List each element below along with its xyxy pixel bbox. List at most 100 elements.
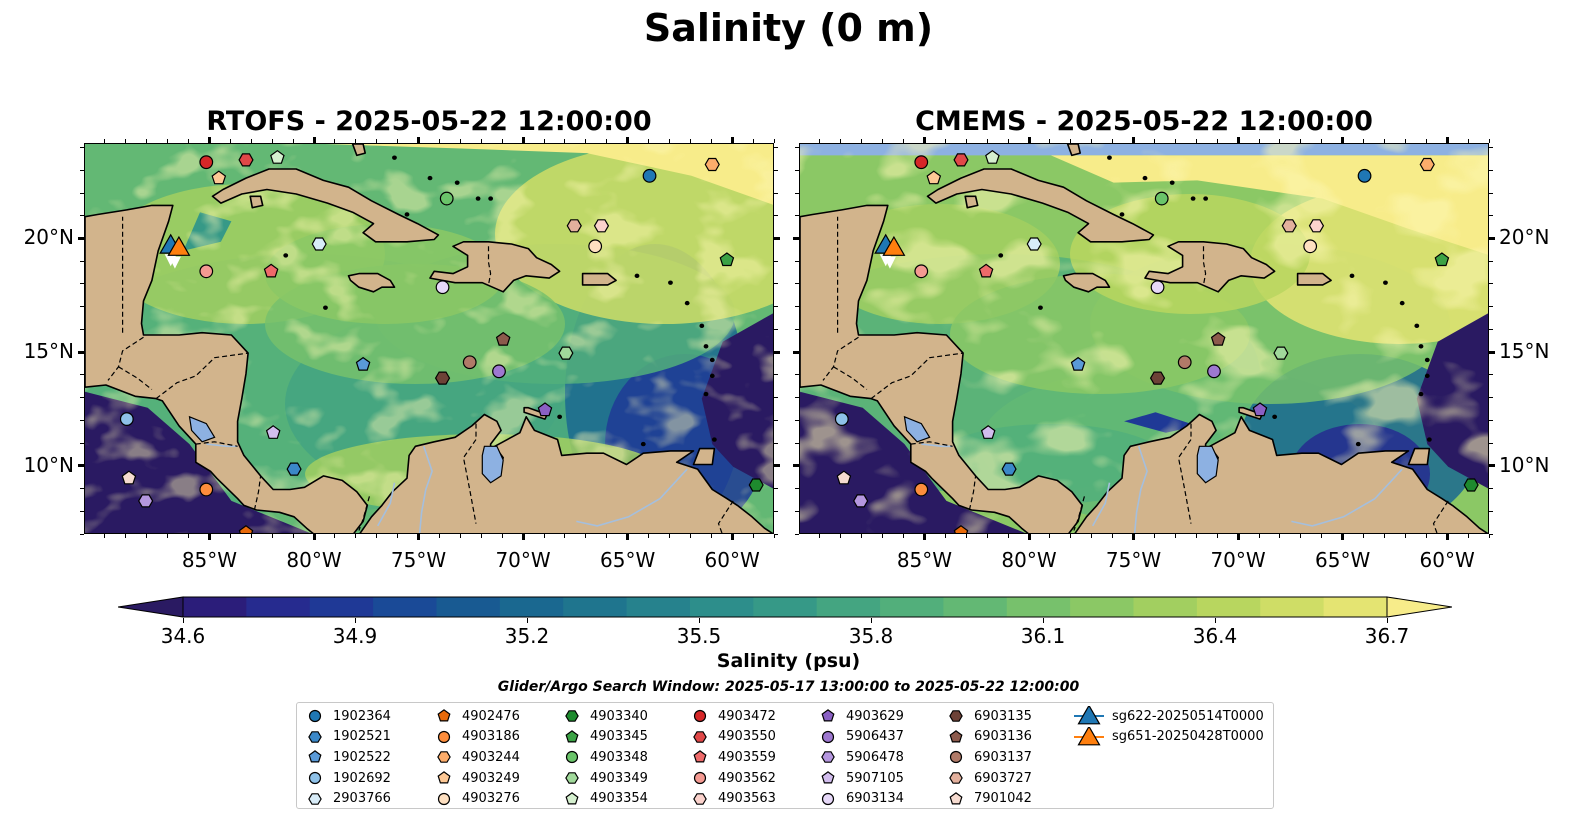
legend-label: 6903136 <box>974 729 1032 745</box>
float-5906437 <box>492 364 506 379</box>
minor-tick <box>923 534 925 538</box>
island-14 <box>404 212 410 217</box>
float-6903135 <box>434 371 451 385</box>
colorbar-segment <box>1070 597 1135 617</box>
minor-tick <box>774 283 778 285</box>
colorbar-extend-high <box>1386 596 1452 618</box>
minor-tick <box>167 139 169 143</box>
minor-tick <box>795 397 799 399</box>
float-1902364 <box>642 168 657 183</box>
float-1902522 <box>1070 356 1086 371</box>
colorbar-tick <box>526 618 528 623</box>
minor-tick <box>1404 139 1406 143</box>
colorbar-segment <box>1133 597 1198 617</box>
legend-marker-1902522 <box>308 750 322 763</box>
float-6903134 <box>1150 280 1165 295</box>
float-4903562 <box>914 264 929 279</box>
float-5907105 <box>265 425 281 439</box>
minor-tick <box>208 139 210 143</box>
minor-tick <box>80 260 84 262</box>
hispaniola-land <box>429 241 561 293</box>
border-4 <box>910 441 953 447</box>
lon-label-75W-cmems: 75°W <box>1105 548 1162 572</box>
minor-tick <box>1489 237 1493 239</box>
minor-tick <box>292 534 294 538</box>
float-5906478 <box>853 494 869 508</box>
minor-tick <box>1363 534 1365 538</box>
minor-tick <box>1425 139 1427 143</box>
float-1902521 <box>1001 462 1017 476</box>
legend-marker-4903559 <box>693 750 707 763</box>
minor-tick <box>1237 139 1239 143</box>
float-1902364 <box>1357 168 1372 183</box>
float-4903562 <box>199 264 214 279</box>
river-0 <box>1133 446 1148 533</box>
minor-tick <box>773 534 775 538</box>
minor-tick <box>1174 534 1176 538</box>
float-2903766 <box>311 237 327 251</box>
minor-tick <box>1404 534 1406 538</box>
glider-track-sg651-20250428T0000 <box>883 256 896 269</box>
legend-item-7901042: 7901042 <box>946 788 1032 809</box>
legend-marker-6903134 <box>821 792 835 805</box>
legend-column: 6903135 6903136 6903137 6903727 7901042 <box>946 706 1032 809</box>
minor-tick <box>1446 534 1448 538</box>
lake-maracaibo <box>1196 445 1219 484</box>
minor-tick <box>80 237 84 239</box>
minor-tick <box>80 533 84 535</box>
colorbar-segment <box>183 597 247 617</box>
legend-item-4903276: 4903276 <box>434 788 520 809</box>
colorbar-tick <box>698 618 700 623</box>
minor-tick <box>1195 534 1197 538</box>
minor-tick <box>80 215 84 217</box>
minor-tick <box>1489 169 1493 171</box>
border-1 <box>822 336 859 381</box>
island-2 <box>709 357 715 363</box>
legend-item-4903562: 4903562 <box>690 768 776 789</box>
minor-tick <box>710 534 712 538</box>
float-1902522 <box>355 356 371 371</box>
panel-title-cmems: CMEMS - 2025-05-22 12:00:00 <box>915 106 1373 137</box>
minor-tick <box>543 534 545 538</box>
minor-tick <box>1007 139 1009 143</box>
float-4903348 <box>1154 191 1169 206</box>
legend-item-5907105: 5907105 <box>818 768 904 789</box>
island-0 <box>703 391 709 397</box>
minor-tick <box>585 534 587 538</box>
legend-marker-1902521 <box>308 731 322 743</box>
legend-label: 4903186 <box>462 729 520 745</box>
minor-tick <box>1489 306 1493 308</box>
legend-item-4903354: 4903354 <box>562 788 648 809</box>
float-4903472 <box>914 155 929 170</box>
float-2903766 <box>1026 237 1042 251</box>
minor-tick <box>774 215 778 217</box>
minor-tick <box>1153 534 1155 538</box>
minor-tick <box>1112 534 1114 538</box>
minor-tick <box>774 374 778 376</box>
float-4903629 <box>537 402 553 417</box>
colorbar-segment <box>1006 597 1071 617</box>
lake-nicaragua <box>903 415 931 443</box>
river-1 <box>1291 468 1403 527</box>
minor-tick <box>795 419 799 421</box>
lat-label-20N-right: 20°N <box>1499 225 1550 250</box>
island-13 <box>1038 305 1043 310</box>
minor-tick <box>1133 534 1135 538</box>
minor-tick <box>418 534 420 538</box>
legend-marker-4903340 <box>565 710 579 723</box>
minor-tick <box>1489 510 1493 512</box>
float-4903340 <box>748 478 764 492</box>
minor-tick <box>1279 534 1281 538</box>
colorbar-tick-label: 34.6 <box>160 624 206 648</box>
legend-item-5906437: 5906437 <box>818 727 904 748</box>
river-3 <box>1092 482 1111 527</box>
trinidad-land <box>1407 447 1431 466</box>
lon-label-65W-rtofs: 65°W <box>600 548 656 572</box>
island-5 <box>1399 300 1405 306</box>
minor-tick <box>80 283 84 285</box>
island-11 <box>283 253 289 258</box>
legend-label: sg651-20250428T0000 <box>1112 729 1264 745</box>
cuba-land <box>926 168 1155 243</box>
trinidad-land <box>692 447 716 466</box>
minor-tick <box>795 237 799 239</box>
